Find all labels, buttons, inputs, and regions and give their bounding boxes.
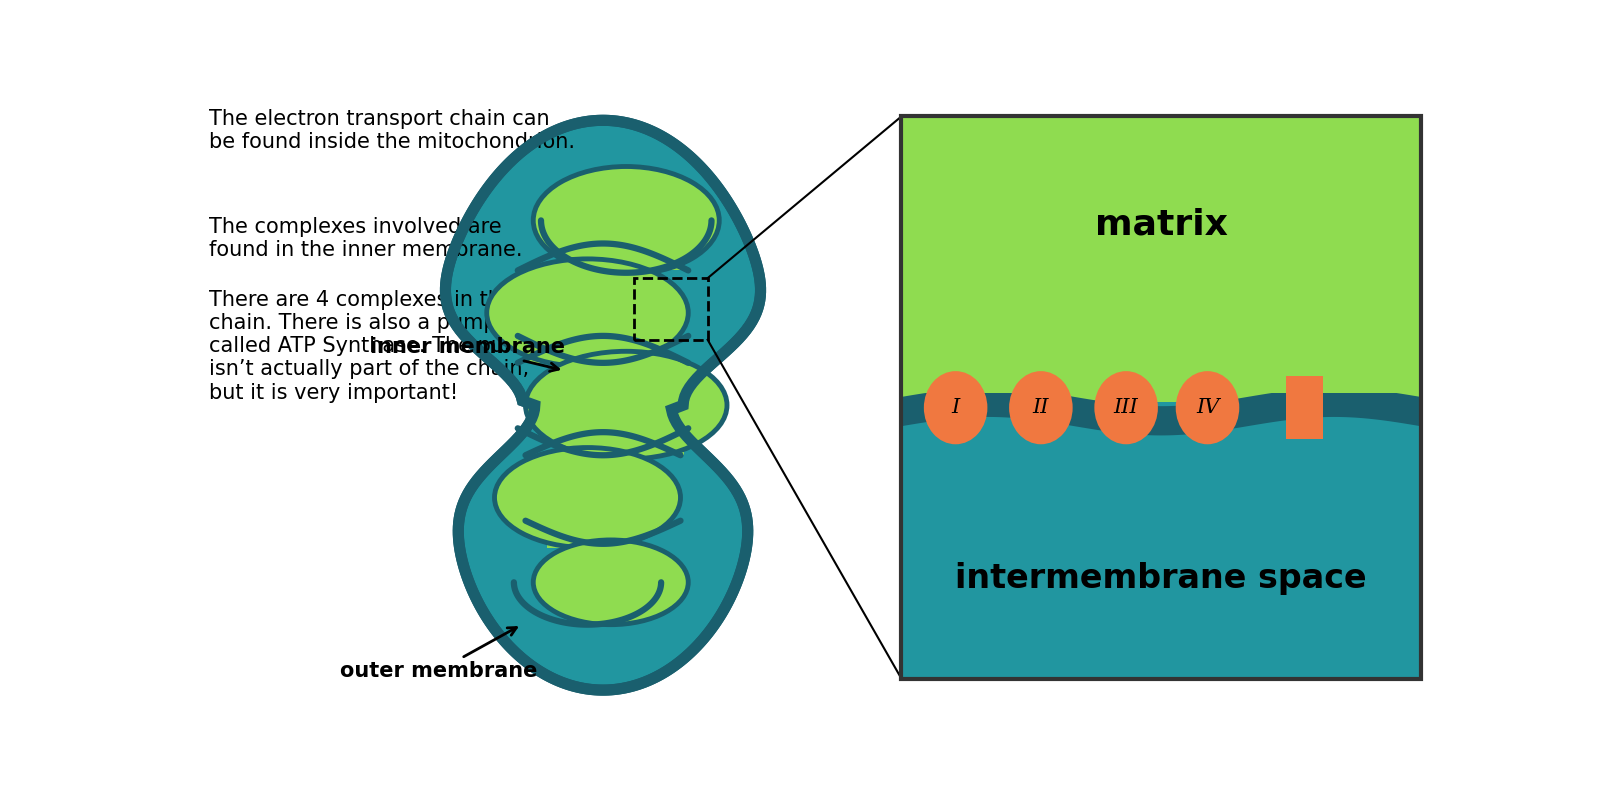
- Ellipse shape: [494, 448, 680, 548]
- Bar: [634, 278, 707, 339]
- Text: outer membrane: outer membrane: [339, 628, 538, 681]
- Ellipse shape: [923, 371, 987, 444]
- Ellipse shape: [1176, 371, 1240, 444]
- Text: inner membrane: inner membrane: [371, 338, 565, 371]
- Text: IV: IV: [1195, 399, 1219, 417]
- Text: There are 4 complexes in the
chain. There is also a pump
called ATP Synthase. Th: There are 4 complexes in the chain. Ther…: [210, 290, 538, 403]
- Bar: [547, 540, 582, 548]
- Text: I: I: [952, 399, 960, 417]
- Text: intermembrane space: intermembrane space: [955, 562, 1366, 595]
- Ellipse shape: [525, 352, 726, 459]
- Bar: [901, 117, 1421, 679]
- Text: The complexes involved are
found in the inner membrane.: The complexes involved are found in the …: [210, 216, 523, 260]
- Bar: [646, 448, 685, 455]
- Bar: [530, 355, 568, 363]
- Polygon shape: [901, 388, 1421, 436]
- Ellipse shape: [1094, 371, 1158, 444]
- Ellipse shape: [533, 167, 720, 275]
- Text: II: II: [1032, 399, 1050, 417]
- Polygon shape: [445, 121, 760, 690]
- Text: The electron transport chain can
be found inside the mitochondrion.: The electron transport chain can be foun…: [210, 109, 576, 152]
- Text: III: III: [1114, 399, 1139, 417]
- Bar: [901, 117, 1421, 679]
- Bar: [1286, 376, 1323, 439]
- Bar: [646, 262, 685, 271]
- Ellipse shape: [486, 259, 688, 367]
- Ellipse shape: [1010, 371, 1072, 444]
- Text: matrix: matrix: [1094, 207, 1227, 241]
- Ellipse shape: [533, 540, 688, 625]
- Bar: [901, 117, 1421, 403]
- Bar: [901, 117, 1421, 393]
